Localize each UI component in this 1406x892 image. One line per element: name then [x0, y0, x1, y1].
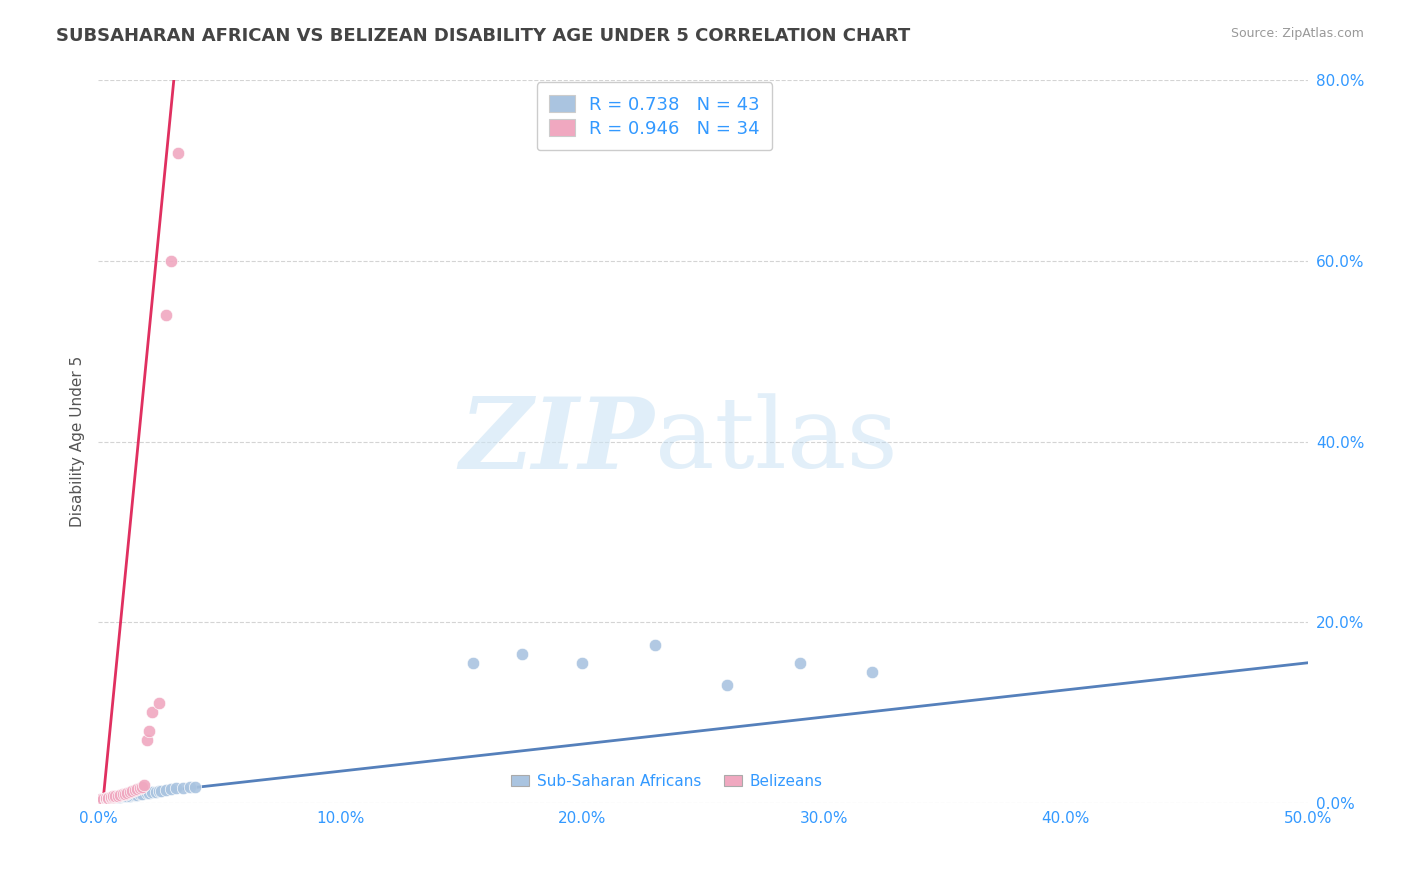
Point	[716, 678, 738, 692]
Point	[118, 785, 141, 799]
Point	[100, 791, 122, 805]
Point	[179, 780, 201, 795]
Point	[117, 789, 139, 803]
Point	[155, 783, 177, 797]
Point	[104, 790, 127, 805]
Point	[101, 791, 124, 805]
Point	[510, 647, 533, 661]
Point	[101, 790, 124, 805]
Point	[100, 790, 122, 805]
Text: ZIP: ZIP	[460, 393, 655, 490]
Point	[101, 791, 124, 805]
Point	[104, 789, 127, 804]
Point	[167, 145, 190, 160]
Point	[148, 697, 170, 711]
Point	[135, 732, 157, 747]
Point	[160, 254, 183, 268]
Point	[118, 789, 141, 803]
Point	[463, 656, 485, 670]
Point	[184, 780, 207, 794]
Y-axis label: Disability Age Under 5: Disability Age Under 5	[69, 356, 84, 527]
Point	[94, 792, 117, 806]
Point	[90, 793, 112, 807]
Point	[571, 656, 593, 670]
Point	[97, 791, 120, 805]
Text: atlas: atlas	[655, 393, 897, 490]
Point	[141, 785, 163, 799]
Point	[107, 790, 129, 805]
Point	[91, 792, 114, 806]
Point	[101, 789, 124, 804]
Point	[141, 706, 163, 720]
Point	[91, 793, 114, 807]
Point	[124, 788, 146, 802]
Point	[160, 782, 183, 797]
Point	[90, 792, 112, 806]
Point	[91, 793, 114, 807]
Point	[97, 791, 120, 805]
Point	[111, 789, 134, 804]
Point	[155, 308, 177, 322]
Point	[150, 784, 173, 798]
Text: SUBSAHARAN AFRICAN VS BELIZEAN DISABILITY AGE UNDER 5 CORRELATION CHART: SUBSAHARAN AFRICAN VS BELIZEAN DISABILIT…	[56, 27, 911, 45]
Point	[148, 784, 170, 798]
Point	[138, 723, 160, 738]
Point	[100, 792, 122, 806]
Point	[789, 656, 811, 670]
Point	[117, 786, 139, 800]
Point	[94, 793, 117, 807]
Point	[124, 783, 146, 797]
Point	[114, 787, 136, 801]
Point	[644, 638, 666, 652]
Point	[90, 793, 112, 807]
Point	[97, 792, 120, 806]
Point	[94, 791, 117, 805]
Point	[114, 789, 136, 803]
Legend: Sub-Saharan Africans, Belizeans: Sub-Saharan Africans, Belizeans	[505, 768, 830, 795]
Point	[94, 792, 117, 806]
Point	[127, 782, 149, 797]
Point	[108, 790, 131, 805]
Point	[121, 788, 143, 802]
Point	[135, 786, 157, 800]
Point	[91, 792, 114, 806]
Point	[127, 788, 149, 802]
Point	[128, 787, 150, 801]
Point	[100, 791, 122, 805]
Point	[97, 791, 120, 805]
Point	[131, 787, 153, 801]
Point	[121, 784, 143, 798]
Point	[107, 789, 129, 803]
Point	[111, 789, 134, 804]
Text: Source: ZipAtlas.com: Source: ZipAtlas.com	[1230, 27, 1364, 40]
Point	[97, 792, 120, 806]
Point	[108, 788, 131, 802]
Point	[165, 781, 187, 796]
Point	[138, 786, 160, 800]
Point	[172, 781, 194, 796]
Point	[131, 780, 153, 794]
Point	[128, 781, 150, 796]
Point	[111, 787, 134, 801]
Point	[860, 665, 883, 679]
Point	[94, 792, 117, 806]
Point	[134, 778, 156, 792]
Point	[145, 785, 167, 799]
